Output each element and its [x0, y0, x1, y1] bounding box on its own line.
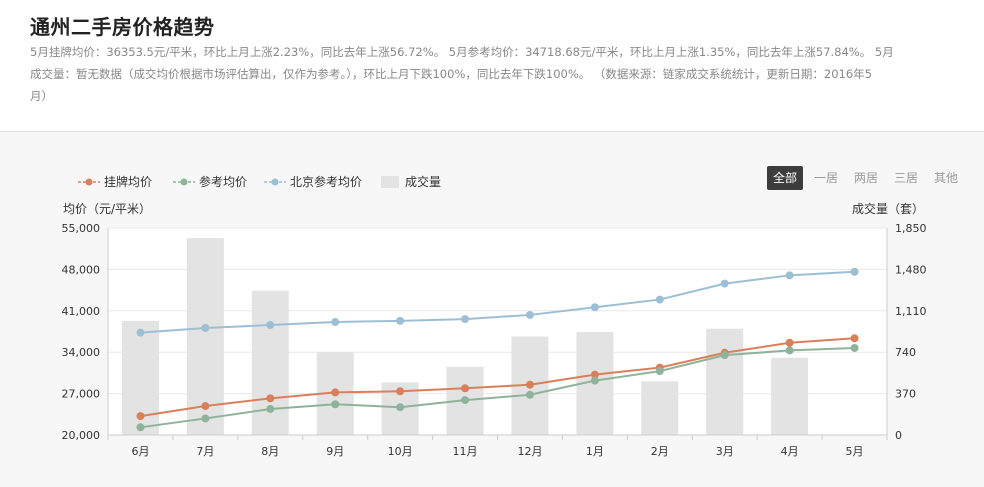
listing-price-point[interactable] [590, 370, 599, 379]
x-tick-label: 1月 [586, 445, 604, 458]
x-tick-label: 12月 [517, 445, 542, 458]
listing-price-point[interactable] [331, 388, 340, 397]
reference-price-point[interactable] [850, 343, 859, 352]
right-tick-label: 1,850 [895, 222, 927, 235]
beijing-reference-price-point[interactable] [850, 267, 859, 276]
reference-price-point[interactable] [201, 414, 210, 423]
reference-price-point[interactable] [396, 403, 405, 412]
beijing-reference-price-point[interactable] [266, 320, 275, 329]
filter-tab-other[interactable]: 其他 [934, 171, 959, 185]
left-tick-label: 27,000 [62, 388, 101, 401]
listing-price-point[interactable] [201, 402, 210, 411]
x-tick-label: 8月 [261, 445, 279, 458]
beijing-reference-price-point[interactable] [720, 279, 729, 288]
listing-price-point[interactable] [525, 380, 534, 389]
summary-text: 5月挂牌均价：36353.5元/平米，环比上月上涨2.23%，同比去年上涨56.… [30, 41, 965, 107]
left-tick-label: 34,000 [62, 346, 101, 359]
x-tick-label: 6月 [131, 445, 149, 458]
reference-price-point[interactable] [785, 346, 794, 355]
right-tick-label: 370 [895, 388, 916, 401]
reference-price-point[interactable] [720, 351, 729, 360]
x-tick-label: 7月 [196, 445, 214, 458]
summary-line-3: 月） [30, 89, 53, 103]
legend-line-marker-icon [78, 178, 100, 186]
beijing-reference-price-point[interactable] [590, 303, 599, 312]
listing-price-point[interactable] [850, 334, 859, 343]
plot-area [108, 228, 887, 435]
header-divider [0, 131, 984, 132]
listing-price-point[interactable] [785, 338, 794, 347]
beijing-reference-price-point[interactable] [655, 295, 664, 304]
page-header: 通州二手房价格趋势 5月挂牌均价：36353.5元/平米，环比上月上涨2.23%… [0, 0, 984, 132]
right-tick-label: 1,110 [895, 305, 927, 318]
reference-price-point[interactable] [266, 404, 275, 413]
beijing-reference-price-line [140, 270, 855, 334]
reference-price-point[interactable] [136, 423, 145, 432]
reference-price-point[interactable] [590, 376, 599, 385]
reference-price-point[interactable] [525, 390, 534, 399]
legend-label: 挂牌均价 [104, 175, 153, 189]
volume-bar[interactable] [251, 290, 289, 435]
listing-price-point[interactable] [136, 412, 145, 421]
summary-line-2: 成交量：暂无数据（成交均价根据市场评估算出，仅作为参考。），环比上月下跌100%… [30, 67, 872, 81]
left-axis-title: 均价（元/平米） [63, 202, 152, 216]
x-tick-label: 11月 [453, 445, 478, 458]
beijing-reference-price-point[interactable] [461, 315, 470, 324]
reference-price-point[interactable] [461, 396, 470, 405]
x-tick-label: 5月 [846, 445, 864, 458]
filter-tab-one-bedroom[interactable]: 一居 [814, 171, 839, 185]
listing-price-point[interactable] [266, 394, 275, 403]
right-tick-label: 740 [895, 346, 916, 359]
legend-line-marker-icon [173, 178, 195, 186]
beijing-reference-price-point[interactable] [785, 271, 794, 280]
beijing-reference-price-point[interactable] [136, 328, 145, 337]
filter-tab-three-bedroom[interactable]: 三居 [894, 171, 919, 185]
beijing-reference-price-point[interactable] [525, 310, 534, 319]
x-tick-label: 9月 [326, 445, 344, 458]
filter-tab-two-bedroom[interactable]: 两居 [854, 171, 879, 185]
legend-line-marker-icon [264, 178, 286, 186]
left-tick-label: 20,000 [62, 429, 101, 442]
reference-price-line [140, 346, 855, 429]
summary-line-1: 5月挂牌均价：36353.5元/平米，环比上月上涨2.23%，同比去年上涨56.… [30, 45, 894, 59]
listing-price-point[interactable] [461, 384, 470, 393]
legend-label: 北京参考均价 [290, 175, 363, 189]
filter-tab-all[interactable]: 全部 [767, 166, 804, 190]
beijing-reference-price-point[interactable] [201, 323, 210, 332]
listing-price-point[interactable] [396, 387, 405, 396]
legend-bar-swatch-icon [381, 176, 399, 188]
legend-label: 成交量 [405, 175, 442, 189]
x-tick-label: 4月 [781, 445, 799, 458]
right-tick-label: 1,480 [895, 263, 927, 276]
beijing-reference-price-point[interactable] [331, 318, 340, 327]
x-tick-label: 2月 [651, 445, 669, 458]
left-tick-label: 55,000 [62, 222, 101, 235]
listing-price-line [140, 337, 855, 418]
volume-bar[interactable] [771, 357, 809, 435]
page-title: 通州二手房价格趋势 [30, 15, 215, 39]
reference-price-point[interactable] [655, 367, 664, 376]
reference-price-point[interactable] [331, 400, 340, 409]
right-axis-title: 成交量（套） [852, 202, 925, 216]
volume-bar[interactable] [641, 381, 679, 435]
beijing-reference-price-point[interactable] [396, 316, 405, 325]
legend-label: 参考均价 [199, 175, 248, 189]
volume-bar[interactable] [706, 328, 744, 435]
right-tick-label: 0 [895, 429, 902, 442]
x-tick-label: 10月 [388, 445, 413, 458]
left-tick-label: 48,000 [62, 263, 101, 276]
left-tick-label: 41,000 [62, 305, 101, 318]
x-tick-label: 3月 [716, 445, 734, 458]
